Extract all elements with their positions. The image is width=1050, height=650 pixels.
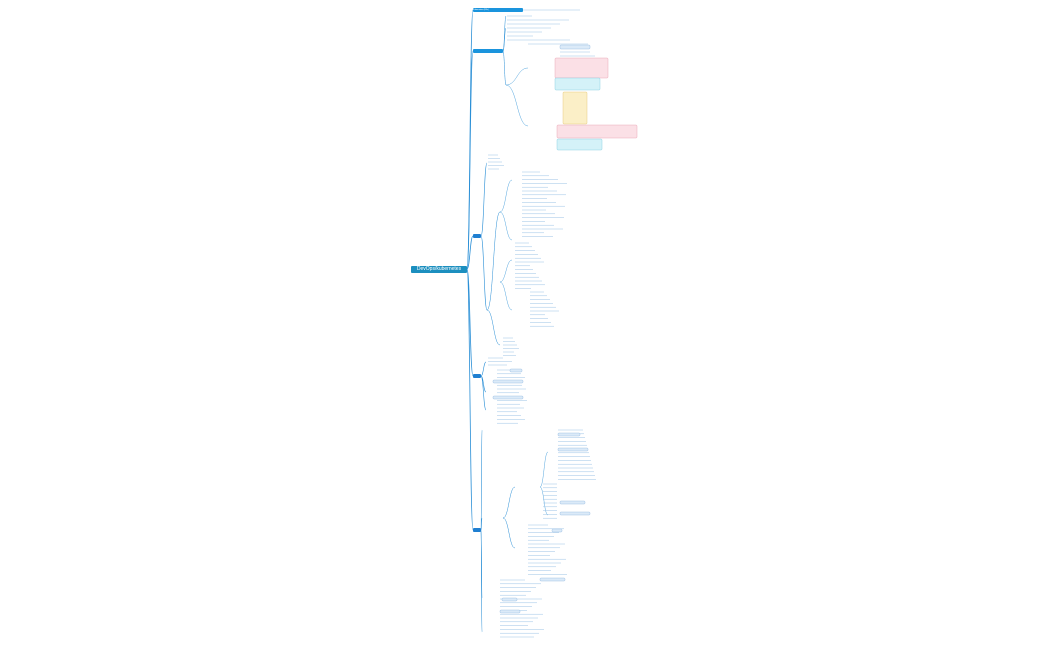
highlight-blocks — [492, 44, 638, 614]
b1-c6 — [499, 211, 513, 241]
b3-block-7 — [501, 597, 518, 602]
b3-block-8 — [499, 609, 521, 614]
sec-a4 — [505, 67, 529, 86]
main-connector-2 — [466, 50, 474, 270]
b2-c1 — [480, 361, 487, 377]
b1-c3 — [486, 211, 501, 311]
sec-a1 — [502, 15, 507, 52]
b1-c2 — [480, 235, 488, 311]
b3-c4 — [480, 529, 483, 633]
b2-block-2 — [492, 379, 524, 384]
main-connector-3 — [466, 235, 474, 270]
b3-block-4 — [559, 511, 591, 516]
b3-block-6 — [539, 577, 566, 582]
block-pink-1 — [554, 57, 609, 79]
b1-c4 — [486, 309, 501, 346]
b1-c8 — [499, 281, 513, 311]
b3-block-3 — [559, 500, 586, 505]
b1-c1 — [480, 162, 488, 237]
sec-a5 — [505, 84, 529, 127]
b3-block-5 — [551, 528, 563, 533]
leaf-lines — [488, 9, 605, 638]
b3-c1 — [480, 429, 483, 531]
block-cyan-1 — [554, 77, 601, 91]
branch-node-1[interactable] — [473, 234, 481, 238]
b1-c5 — [499, 179, 513, 213]
block-yellow-1 — [562, 91, 588, 125]
block-pink-2 — [556, 124, 638, 139]
sec-a3 — [502, 50, 507, 86]
sec-a2 — [502, 27, 507, 52]
b3-block-2 — [557, 447, 589, 452]
block-cyan-2 — [556, 138, 603, 151]
b3-block-1 — [557, 432, 581, 437]
b3-c6 — [502, 517, 516, 549]
b3-c5 — [502, 486, 516, 519]
b2-block-3 — [492, 395, 524, 400]
b1-c7 — [499, 259, 513, 283]
branch-connectors — [466, 9, 549, 633]
block-blue-1 — [559, 44, 591, 50]
main-connector-5 — [466, 268, 474, 531]
main-connector-4 — [466, 268, 474, 377]
b3-c7 — [539, 451, 549, 488]
b2-block-1 — [509, 368, 523, 373]
second-header-bar[interactable] — [473, 49, 503, 53]
top-header-bar[interactable]: Kubernetes (K8s) — [473, 8, 523, 12]
branch-node-2[interactable] — [473, 374, 481, 378]
branch-node-3[interactable] — [473, 528, 481, 532]
b2-c3 — [480, 375, 487, 411]
b3-c2 — [480, 517, 483, 531]
root-node[interactable]: DevOps/kubernetes — [411, 266, 467, 273]
